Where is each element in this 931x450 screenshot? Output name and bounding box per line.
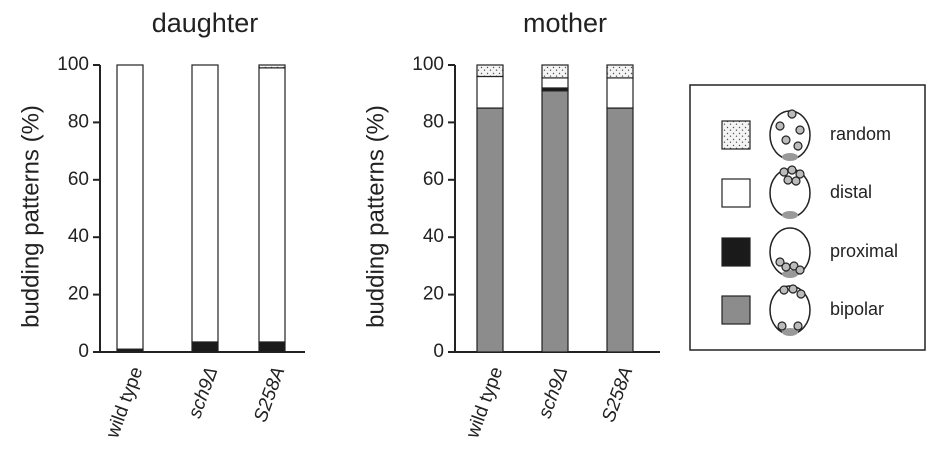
legend-label: bipolar [830,299,884,319]
bar-segment [117,65,143,349]
bar-segment [477,65,503,76]
legend-swatch [722,121,750,149]
bar-segment [192,342,218,352]
y-tick-label: 40 [423,226,444,247]
y-tick-label: 60 [68,169,89,190]
legend: bipolar proximal distal random [690,85,925,350]
x-tick-label: wild type [462,364,507,442]
y-tick-label: 20 [68,284,89,305]
legend-label: random [830,124,891,144]
bar-segment [542,65,568,78]
bar-segment [607,108,633,352]
y-tick-label: 100 [57,54,89,75]
page: {"chart_data": [ {"type": "bar", "stacke… [0,0,931,450]
bar-segment [607,78,633,108]
y-tick-label: 60 [423,169,444,190]
y-tick-label: 40 [68,226,89,247]
legend-label: distal [830,182,872,202]
y-tick-label: 0 [78,341,89,362]
bar-segment [259,68,285,342]
y-axis-label: budding patterns (%) [362,105,389,328]
bar-segment [477,108,503,352]
legend-swatch [722,179,750,207]
bar-segment [607,65,633,78]
x-tick-label: wild type [102,364,147,442]
y-tick-label: 80 [68,111,89,132]
bar-segment [192,65,218,342]
y-tick-label: 0 [433,341,444,362]
bar-segment [542,78,568,88]
y-axis-label: budding patterns (%) [17,105,44,328]
y-tick-label: 80 [423,111,444,132]
bar-segment [477,76,503,108]
chart-title: mother [523,8,607,38]
bar-segment [259,342,285,352]
legend-swatch [722,296,750,324]
y-tick-label: 100 [412,54,444,75]
y-tick-label: 20 [423,284,444,305]
bar-segment [259,65,285,68]
x-tick-label: sch9Δ [185,364,223,421]
chart-title: daughter [152,8,259,38]
legend-swatch [722,238,750,266]
figure: bipolar proximal distal random daughter budd… [0,0,931,450]
bar-segment [542,91,568,352]
x-tick-label: S258A [598,364,637,425]
legend-label: proximal [830,241,898,261]
x-tick-label: S258A [250,364,289,425]
x-tick-label: sch9Δ [535,364,573,421]
